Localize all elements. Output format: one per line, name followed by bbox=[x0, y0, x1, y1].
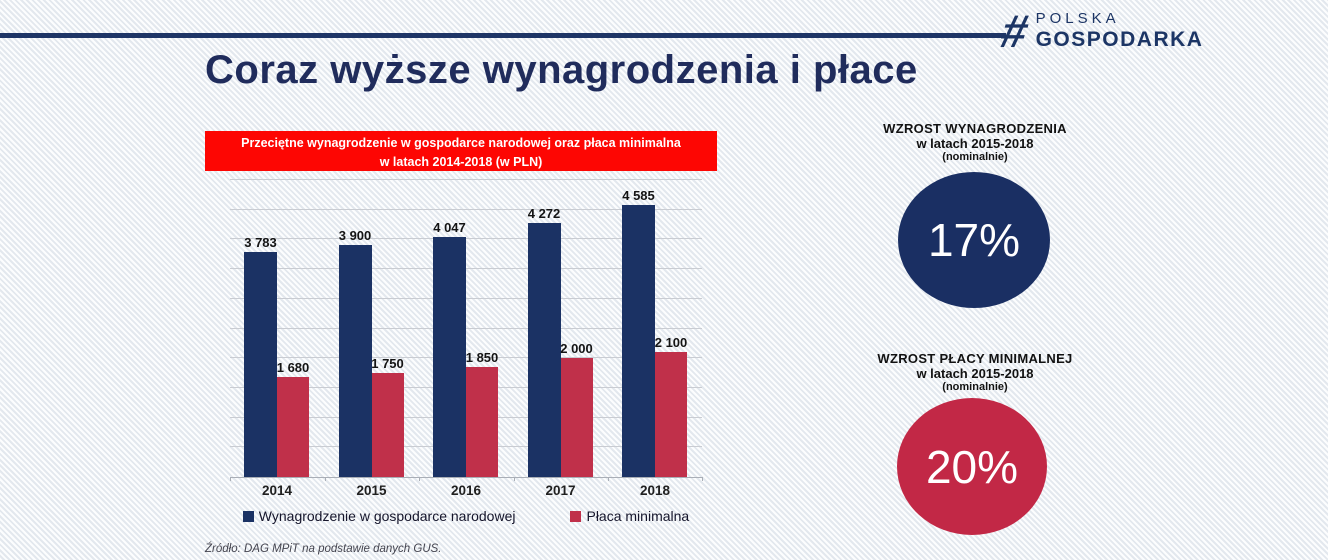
hashtag-icon: # bbox=[995, 5, 1035, 57]
legend-label: Płaca minimalna bbox=[586, 508, 690, 524]
bar-placa-minimalna-2014: 1 680 bbox=[277, 360, 309, 477]
polska-gospodarka-logo: # POLSKA GOSPODARKA bbox=[996, 5, 1204, 57]
bar-group-2015: 3 900 1 750 bbox=[338, 180, 405, 477]
plot-area: 3 783 1 680 3 900 1 750 4 047 1 850 4 272 2 000… bbox=[230, 179, 703, 481]
gridline bbox=[230, 238, 702, 240]
bar-value-label: 1 750 bbox=[371, 356, 404, 372]
bar-value-label: 4 585 bbox=[622, 187, 655, 203]
bar-placa-minimalna-2015: 1 750 bbox=[371, 356, 404, 477]
bar-placa-minimalna-2016: 1 850 bbox=[466, 350, 498, 477]
bar-value-label: 3 783 bbox=[244, 235, 277, 251]
x-axis-label-2015: 2015 bbox=[356, 483, 387, 498]
x-axis-labels: 2014 2015 2016 2017 2018 bbox=[230, 483, 702, 501]
bar-value-label: 2 000 bbox=[560, 341, 593, 357]
bar-wynagrodzenie-2015: 3 900 bbox=[338, 228, 372, 477]
gridline bbox=[230, 297, 702, 299]
legend-swatch-icon bbox=[570, 510, 582, 522]
chart-title-line1: Przeciętne wynagrodzenie w gospodarce na… bbox=[241, 136, 681, 150]
stat-title-placa-minimalna: WZROST PŁACY MINIMALNEJ w latach 2015-20… bbox=[845, 351, 1105, 393]
bar-value-label: 4 047 bbox=[433, 219, 466, 235]
bar-value-label: 2 100 bbox=[654, 335, 688, 351]
bar-wynagrodzenie-2018: 4 585 bbox=[622, 188, 655, 477]
stat-value: 20% bbox=[925, 440, 1019, 493]
bar-wynagrodzenie-2014: 3 783 bbox=[244, 235, 277, 477]
x-axis-label-2017: 2017 bbox=[545, 483, 576, 498]
x-axis-tick bbox=[419, 477, 420, 481]
x-axis-tick bbox=[608, 477, 609, 481]
bar-value-label: 1 850 bbox=[465, 350, 499, 366]
bar-value-label: 1 680 bbox=[276, 360, 310, 376]
bar-group-2018: 4 585 2 100 bbox=[622, 180, 688, 477]
logo-line1: POLSKA bbox=[1035, 9, 1120, 27]
gridline bbox=[230, 268, 702, 270]
stat-title-wynagrodzenie: WZROST WYNAGRODZENIA w latach 2015-2018 … bbox=[845, 121, 1105, 163]
bar-group-2017: 4 272 2 000 bbox=[527, 180, 594, 477]
x-axis-label-2016: 2016 bbox=[450, 483, 482, 498]
stat-title-line1: WZROST PŁACY MINIMALNEJ bbox=[877, 351, 1073, 366]
bar-value-label: 4 272 bbox=[527, 206, 561, 222]
gridline bbox=[230, 327, 702, 329]
x-axis-tick bbox=[324, 477, 326, 481]
gridline bbox=[230, 179, 702, 180]
x-axis-tick bbox=[230, 477, 231, 481]
logo-line2: GOSPODARKA bbox=[1035, 27, 1204, 51]
bar-placa-minimalna-2017: 2 000 bbox=[560, 341, 593, 477]
bar-group-2016: 4 047 1 850 bbox=[433, 180, 499, 477]
bar-placa-minimalna-2018: 2 100 bbox=[655, 335, 687, 477]
chart-title-line2: w latach 2014-2018 (w PLN) bbox=[379, 154, 543, 169]
stat-title-line3: (nominalnie) bbox=[942, 151, 1008, 163]
x-axis-label-2018: 2018 bbox=[639, 483, 671, 498]
legend-item-placa-minimalna: Płaca minimalna bbox=[570, 508, 689, 524]
stat-title-line1: WZROST WYNAGRODZENIA bbox=[883, 121, 1067, 136]
stat-circle-placa-minimalna: 20% bbox=[897, 398, 1047, 535]
stat-title-line2: w latach 2015-2018 bbox=[916, 136, 1034, 151]
legend-item-wynagrodzenie: Wynagrodzenie w gospodarce narodowej bbox=[242, 508, 516, 524]
stat-circle-wynagrodzenie: 17% bbox=[898, 172, 1050, 308]
stat-title-line2: w latach 2015-2018 bbox=[916, 366, 1034, 381]
gridline bbox=[230, 357, 702, 359]
source-note: Źródło: DAG MPiT na podstawie danych GUS… bbox=[205, 543, 442, 555]
x-axis-tick bbox=[513, 477, 515, 481]
bar-wynagrodzenie-2017: 4 272 bbox=[527, 206, 561, 477]
legend-label: Wynagrodzenie w gospodarce narodowej bbox=[258, 508, 516, 524]
x-axis-label-2014: 2014 bbox=[261, 483, 293, 498]
chart-legend: Wynagrodzenie w gospodarce narodowej Płac… bbox=[230, 508, 702, 524]
bar-value-label: 3 900 bbox=[338, 228, 372, 244]
bar-wynagrodzenie-2016: 4 047 bbox=[433, 220, 466, 477]
gridline bbox=[230, 208, 702, 210]
x-axis-tick bbox=[701, 477, 703, 481]
header-rule bbox=[0, 33, 1006, 38]
stat-title-line3: (nominalnie) bbox=[942, 381, 1008, 393]
legend-swatch-icon bbox=[242, 510, 254, 522]
bar-group-2014: 3 783 1 680 bbox=[244, 180, 310, 477]
chart-title-banner: Przeciętne wynagrodzenie w gospodarce na… bbox=[205, 131, 717, 171]
page-title: Coraz wyższe wynagrodzenia i płace bbox=[205, 48, 918, 92]
stat-value: 17% bbox=[927, 214, 1021, 266]
